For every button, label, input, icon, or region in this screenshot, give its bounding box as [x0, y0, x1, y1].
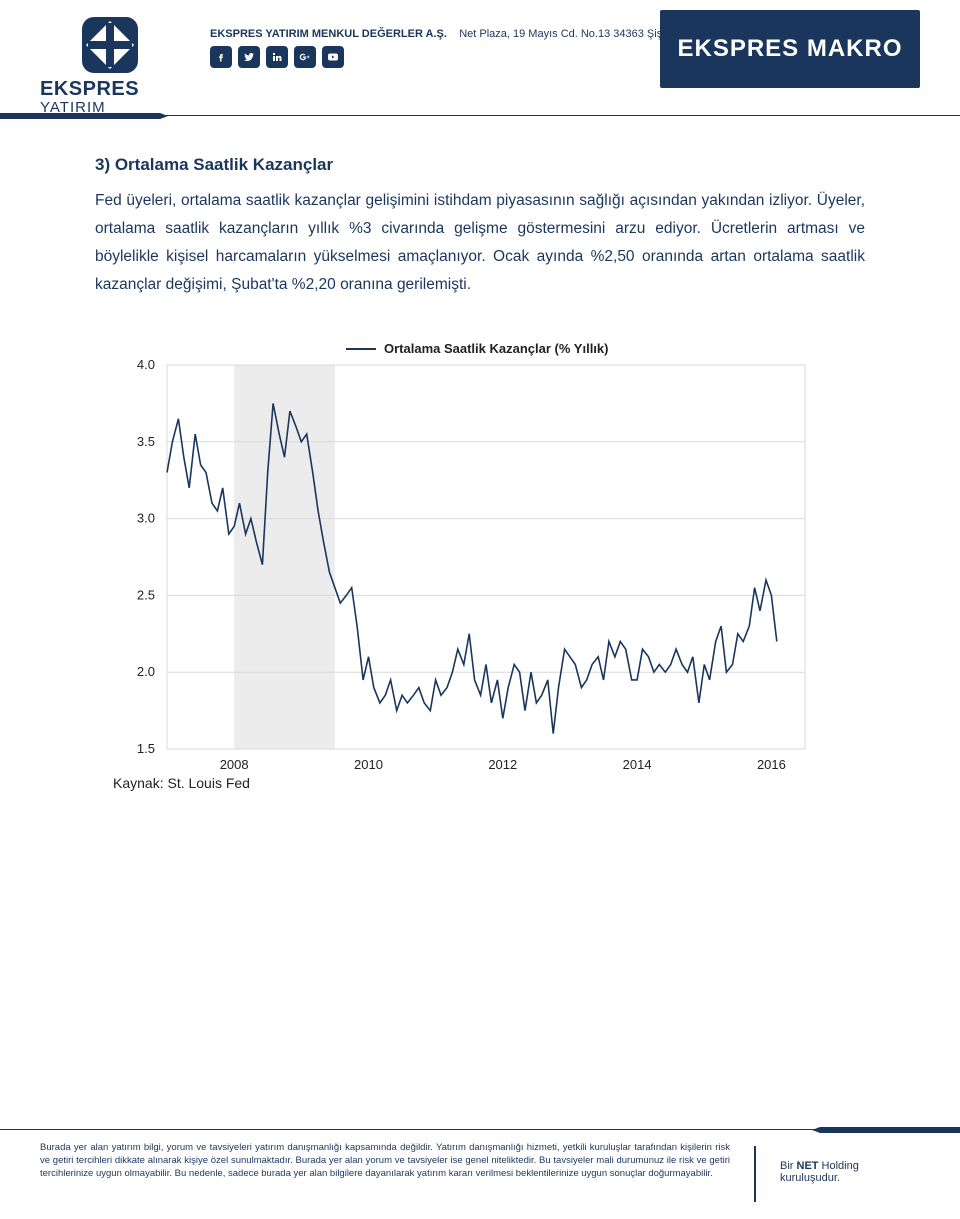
body-text: Fed üyeleri, ortalama saatlik kazançlar …	[95, 187, 865, 299]
chart-source: Kaynak: St. Louis Fed	[113, 775, 845, 791]
footer-brand-bold: NET	[797, 1160, 819, 1172]
googleplus-icon[interactable]	[294, 46, 316, 68]
footer-brand-pre: Bir	[780, 1160, 797, 1172]
svg-text:Ortalama Saatlik Kazançlar (%: Ortalama Saatlik Kazançlar (% Yıllık)	[384, 341, 608, 356]
svg-text:3.0: 3.0	[137, 510, 155, 525]
social-row	[210, 46, 709, 68]
content: 3) Ortalama Saatlik Kazançlar Fed üyeler…	[95, 155, 865, 791]
disclaimer: Burada yer alan yatırım bilgi, yorum ve …	[40, 1142, 730, 1180]
svg-text:2012: 2012	[488, 757, 517, 769]
svg-text:4.0: 4.0	[137, 357, 155, 372]
company-line: EKSPRES YATIRIM MENKUL DEĞERLER A.Ş. Net…	[210, 28, 709, 40]
header-divider	[0, 113, 960, 119]
svg-text:1.5: 1.5	[137, 741, 155, 756]
youtube-icon[interactable]	[322, 46, 344, 68]
section-title: 3) Ortalama Saatlik Kazançlar	[95, 155, 865, 175]
company-name: EKSPRES YATIRIM MENKUL DEĞERLER A.Ş.	[210, 28, 447, 40]
header-company: EKSPRES YATIRIM MENKUL DEĞERLER A.Ş. Net…	[210, 28, 709, 68]
logo-text: EKSPRES	[40, 79, 180, 99]
svg-text:2016: 2016	[757, 757, 786, 769]
facebook-icon[interactable]	[210, 46, 232, 68]
svg-text:2014: 2014	[623, 757, 652, 769]
chart: 4.0 3.5 3.0 2.5 2.0 1.5 2008 2010 2012 2014 2016 Or…	[115, 329, 845, 791]
svg-text:2010: 2010	[354, 757, 383, 769]
svg-text:2.0: 2.0	[137, 664, 155, 679]
svg-text:2008: 2008	[220, 757, 249, 769]
banner-title: EKSPRES MAKRO	[660, 10, 920, 88]
line-chart: 4.0 3.5 3.0 2.5 2.0 1.5 2008 2010 2012 2014 2016 Or…	[115, 329, 815, 769]
footer-brand: Bir NET Holding kuruluşudur.	[780, 1142, 920, 1184]
svg-text:3.5: 3.5	[137, 433, 155, 448]
svg-text:2.5: 2.5	[137, 587, 155, 602]
twitter-icon[interactable]	[238, 46, 260, 68]
header: EKSPRES YATIRIM EKSPRES YATIRIM MENKUL D…	[0, 0, 960, 100]
logo: EKSPRES YATIRIM	[40, 15, 180, 116]
linkedin-icon[interactable]	[266, 46, 288, 68]
footer: Burada yer alan yatırım bilgi, yorum ve …	[0, 1129, 960, 1219]
logo-icon	[80, 15, 140, 75]
footer-divider	[754, 1146, 756, 1202]
